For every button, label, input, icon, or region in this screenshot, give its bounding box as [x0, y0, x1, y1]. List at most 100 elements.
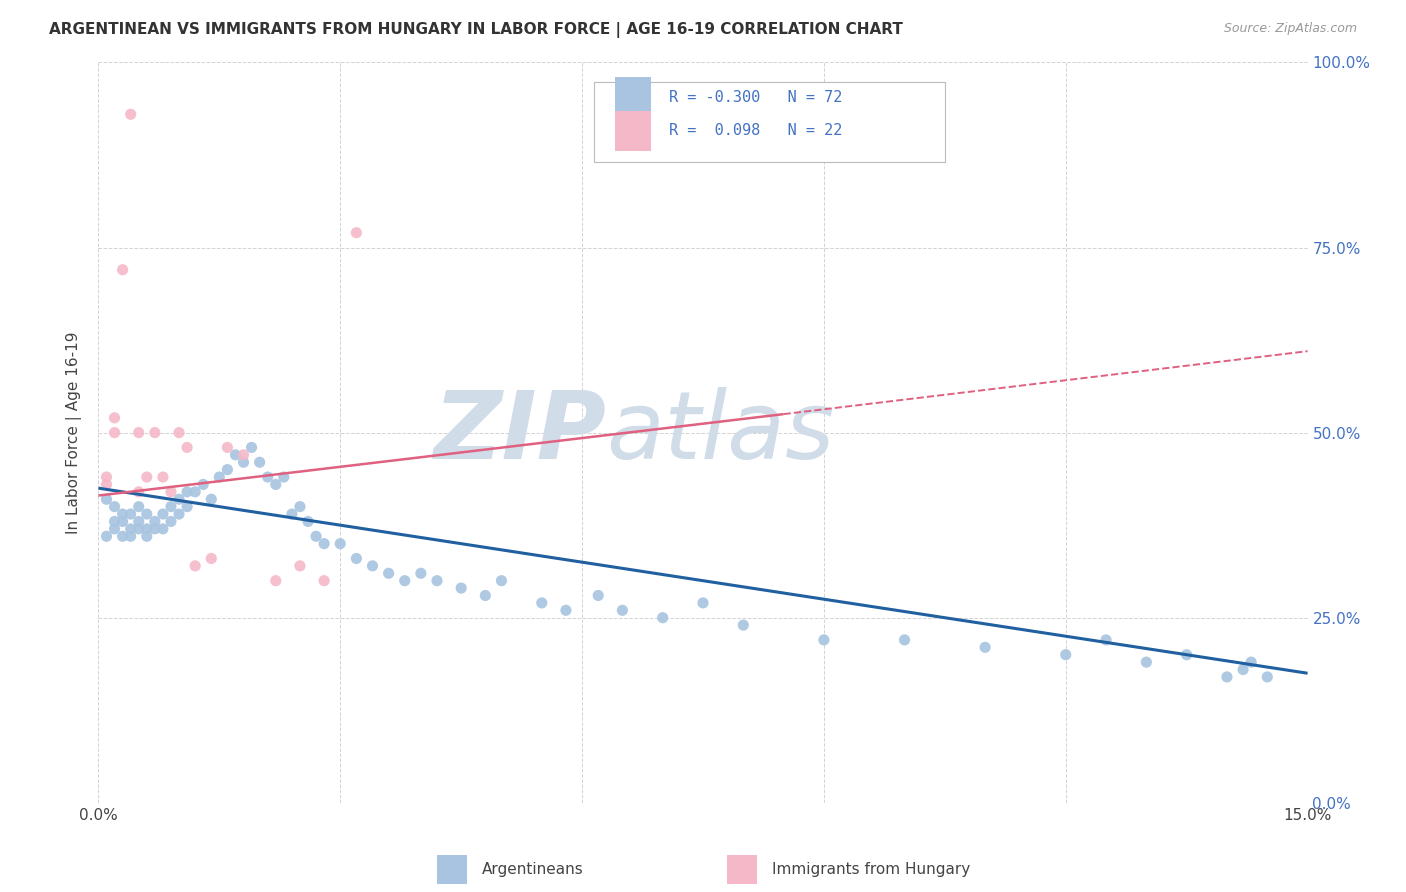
Point	[135, 470, 157, 484]
Point	[288, 558, 311, 573]
Point	[344, 226, 367, 240]
Point	[217, 462, 239, 476]
Point	[273, 470, 295, 484]
Point	[128, 522, 150, 536]
Point	[128, 515, 150, 529]
Point	[167, 507, 190, 521]
Point	[103, 515, 125, 529]
Point	[184, 484, 207, 499]
Text: ARGENTINEAN VS IMMIGRANTS FROM HUNGARY IN LABOR FORCE | AGE 16-19 CORRELATION CH: ARGENTINEAN VS IMMIGRANTS FROM HUNGARY I…	[49, 22, 903, 38]
Point	[232, 448, 254, 462]
Bar	[437, 855, 467, 884]
Text: atlas: atlas	[606, 387, 835, 478]
Point	[314, 536, 336, 550]
Point	[120, 529, 142, 543]
Point	[128, 425, 150, 440]
Point	[1175, 648, 1198, 662]
Point	[167, 425, 190, 440]
Point	[208, 470, 231, 484]
Point	[103, 410, 125, 425]
Point	[232, 455, 254, 469]
Point	[184, 558, 207, 573]
Point	[176, 484, 198, 499]
Point	[651, 610, 673, 624]
Point	[176, 500, 198, 514]
Bar	[614, 78, 651, 118]
Point	[893, 632, 915, 647]
Point	[1135, 655, 1157, 669]
Point	[143, 515, 166, 529]
Point	[586, 589, 609, 603]
Point	[1095, 632, 1118, 647]
Point	[297, 515, 319, 529]
Y-axis label: In Labor Force | Age 16-19: In Labor Force | Age 16-19	[66, 331, 83, 534]
Point	[264, 574, 287, 588]
Point	[240, 441, 263, 455]
Bar	[614, 111, 651, 152]
Point	[200, 492, 222, 507]
Point	[111, 262, 134, 277]
Point	[344, 551, 367, 566]
Point	[160, 515, 183, 529]
Point	[120, 522, 142, 536]
Point	[135, 507, 157, 521]
Point	[111, 507, 134, 521]
Point	[314, 574, 336, 588]
Point	[491, 574, 513, 588]
Point	[193, 477, 215, 491]
Text: ZIP: ZIP	[433, 386, 606, 479]
Point	[200, 551, 222, 566]
Point	[160, 500, 183, 514]
Point	[394, 574, 416, 588]
Point	[329, 536, 352, 550]
Text: Immigrants from Hungary: Immigrants from Hungary	[772, 862, 970, 877]
Point	[305, 529, 328, 543]
Point	[111, 515, 134, 529]
Point	[249, 455, 271, 469]
Point	[813, 632, 835, 647]
Text: Source: ZipAtlas.com: Source: ZipAtlas.com	[1223, 22, 1357, 36]
Point	[152, 470, 174, 484]
Point	[120, 507, 142, 521]
Point	[224, 448, 246, 462]
Point	[256, 470, 278, 484]
Point	[555, 603, 578, 617]
Point	[167, 492, 190, 507]
Point	[103, 522, 125, 536]
Point	[103, 425, 125, 440]
Point	[281, 507, 304, 521]
Point	[612, 603, 634, 617]
Point	[409, 566, 432, 581]
Point	[217, 441, 239, 455]
Text: R =  0.098   N = 22: R = 0.098 N = 22	[669, 123, 842, 138]
FancyBboxPatch shape	[595, 82, 945, 162]
Point	[96, 477, 118, 491]
Point	[1216, 670, 1239, 684]
Point	[288, 500, 311, 514]
Point	[1232, 663, 1254, 677]
Point	[143, 522, 166, 536]
Point	[361, 558, 384, 573]
Point	[111, 529, 134, 543]
Point	[474, 589, 496, 603]
Point	[135, 522, 157, 536]
Point	[1054, 648, 1077, 662]
Point	[103, 500, 125, 514]
Point	[96, 470, 118, 484]
Point	[143, 425, 166, 440]
Text: Argentineans: Argentineans	[482, 862, 583, 877]
Point	[152, 507, 174, 521]
Point	[176, 441, 198, 455]
Point	[160, 484, 183, 499]
Point	[96, 529, 118, 543]
Point	[264, 477, 287, 491]
Point	[426, 574, 449, 588]
Point	[152, 522, 174, 536]
Text: R = -0.300   N = 72: R = -0.300 N = 72	[669, 90, 842, 105]
Point	[733, 618, 755, 632]
Point	[450, 581, 472, 595]
Point	[135, 529, 157, 543]
Point	[120, 107, 142, 121]
Point	[96, 492, 118, 507]
Point	[974, 640, 997, 655]
